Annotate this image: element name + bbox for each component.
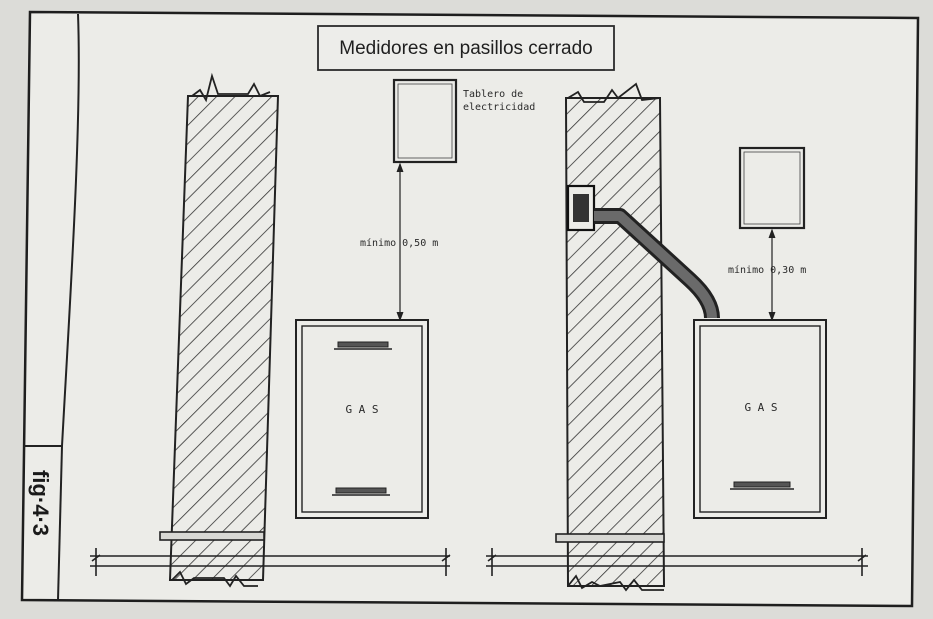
left-gas-meter-box [295, 319, 429, 519]
left-wall-break-top [191, 72, 271, 103]
left-electrical-panel [392, 78, 458, 164]
left-meter-vent-top [337, 341, 389, 348]
left-wall-break-bottom [171, 570, 258, 588]
margin-band-line [61, 13, 80, 447]
title-box [317, 25, 615, 71]
left-meter-label: G A S [345, 403, 378, 416]
embedded-valve-core [573, 194, 589, 222]
right-electrical-panel [738, 146, 806, 230]
panel-label-line2: electricidad [463, 102, 535, 113]
left-distance-label: mínimo 0,50 m [360, 237, 438, 249]
left-wall [168, 95, 280, 581]
left-floor-ledge [159, 531, 265, 541]
right-floor-break-left [487, 548, 497, 576]
figure-label: fig·4·3 [28, 470, 53, 536]
left-meter-vent-bottom [335, 487, 387, 494]
left-diagram: Tablero de electricidad mínimo 0,50 m G … [90, 72, 535, 588]
right-wall [564, 97, 666, 587]
right-wall-break-bottom [567, 574, 664, 592]
right-distance-label: mínimo 0,30 m [728, 264, 806, 276]
right-floor-ledge [555, 533, 665, 543]
left-electrical-panel-inner [397, 83, 453, 159]
right-diagram: mínimo 0,30 m G A S [486, 82, 868, 592]
diagram-title: Medidores en pasillos cerrado [339, 38, 592, 59]
left-gas-meter-inner [301, 325, 423, 513]
panel-label-line1: Tablero de [463, 89, 523, 100]
left-floor-break-left [91, 548, 101, 576]
right-floor-break-right [857, 548, 867, 576]
right-meter-label: G A S [744, 401, 777, 414]
right-wall-break-top [567, 82, 661, 103]
right-dimension-arrow-top [768, 228, 776, 239]
right-electrical-panel-inner [743, 151, 801, 225]
conduit-pipe-fill [594, 211, 717, 319]
right-meter-vent-bottom [733, 481, 791, 488]
left-floor-break-right [441, 548, 451, 576]
right-gas-meter-inner [699, 325, 821, 513]
left-dimension-arrow-top [396, 162, 404, 173]
fig-label-box-side [57, 445, 63, 601]
